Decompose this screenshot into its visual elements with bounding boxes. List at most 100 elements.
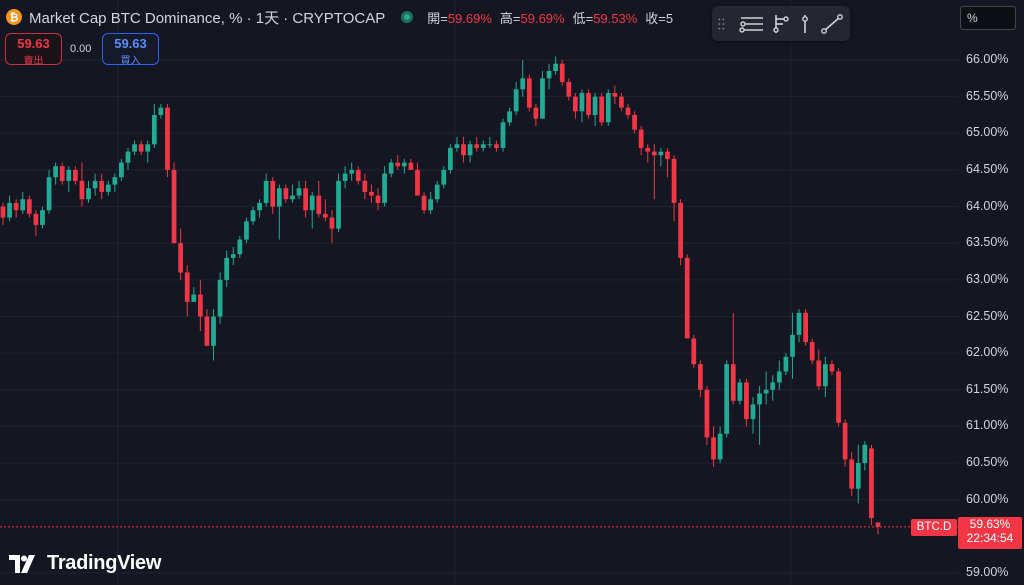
candle-body [842,422,848,460]
candle [441,166,447,189]
candle [323,199,328,222]
candle-body [171,169,177,244]
candle [184,265,190,317]
symbol-title[interactable]: Market Cap BTC Dominance, % · 1天 · CRYPT… [29,9,386,27]
grip-icon[interactable] [718,14,725,34]
candle [658,147,664,167]
candle-body [829,364,835,372]
candle [33,210,39,236]
candle [132,140,137,156]
candle-body [138,144,144,152]
candle [92,173,98,196]
candle [540,70,545,119]
candle-body [26,199,32,214]
candle [355,166,361,185]
candle [790,312,795,379]
candle [388,158,394,178]
candle [276,184,282,240]
chart-grid [0,0,958,585]
candle-body [862,444,868,464]
candle-body [875,522,881,527]
candle [645,144,651,163]
candle [0,202,6,225]
candle-body [645,147,651,152]
trend-line-icon[interactable] [820,11,844,37]
candle-body [329,217,335,229]
candle-body [783,356,789,372]
candle-body [494,144,499,148]
candle-body [474,144,480,148]
candle [46,169,52,214]
candle [520,60,526,97]
candle [151,103,157,148]
candle-body [20,199,26,211]
candle-body [441,169,447,185]
spread-value: 0.00 [70,43,92,55]
candle-body [92,180,98,189]
candle [40,206,45,229]
candle-body [283,188,289,200]
candle-body [349,169,355,174]
price-tick-label: 60.50% [966,455,1009,470]
symbol-header: ₿ Market Cap BTC Dominance, % · 1天 · CRY… [6,7,673,27]
horizontal-lines-icon[interactable] [738,11,765,37]
candle [224,250,230,288]
candle [507,107,512,126]
candle-body [158,107,164,115]
candle-body [105,184,111,192]
candle-body [99,180,105,192]
candle [579,89,585,123]
candle-body [40,210,45,225]
candle [230,246,236,266]
candle-body [855,463,861,489]
candle [757,386,762,445]
fib-tool-icon[interactable] [771,11,791,37]
last-price-value: 59.63% [969,517,1011,531]
candle-body [33,213,39,225]
candle [724,360,730,438]
candle-body [737,382,743,401]
candle [408,158,414,170]
candle [461,136,466,163]
price-tick-label: 62.00% [966,345,1009,360]
scale-mode-button[interactable]: % [960,6,1016,30]
candle-body [849,459,855,489]
candle-body [342,173,348,181]
candle-body [823,364,828,387]
high-value: 59.69% [520,10,565,26]
candle [651,144,657,200]
candle [816,349,822,390]
market-status-icon[interactable] [401,11,414,23]
candle-body [250,210,256,222]
price-tick-label: 61.50% [966,381,1009,396]
candle-body [566,81,572,97]
candle [869,444,874,526]
candle [250,206,256,225]
candle-body [151,114,157,145]
candle-body [612,92,618,97]
candle-body [408,162,414,170]
candle [665,147,670,178]
candle-body [204,316,210,346]
candle-body [487,144,493,146]
price-tick-label: 64.00% [966,198,1009,213]
candle [336,173,341,233]
sell-button[interactable]: 59.63 賣出 [5,33,62,67]
candle-body [191,294,197,302]
vertical-line-icon[interactable] [797,11,814,37]
candle [99,173,105,200]
candle-body [428,199,433,211]
tradingview-logo[interactable]: TradingView [9,552,161,575]
candle [105,180,111,196]
candle [638,125,644,156]
buy-button[interactable]: 59.63 買入 [102,33,159,67]
candle [494,140,499,152]
candle [428,191,433,214]
candle [573,92,578,119]
candle [533,103,539,126]
candle [217,272,223,324]
candle-body [434,184,440,200]
candle [605,89,611,126]
candle-body [263,180,269,203]
